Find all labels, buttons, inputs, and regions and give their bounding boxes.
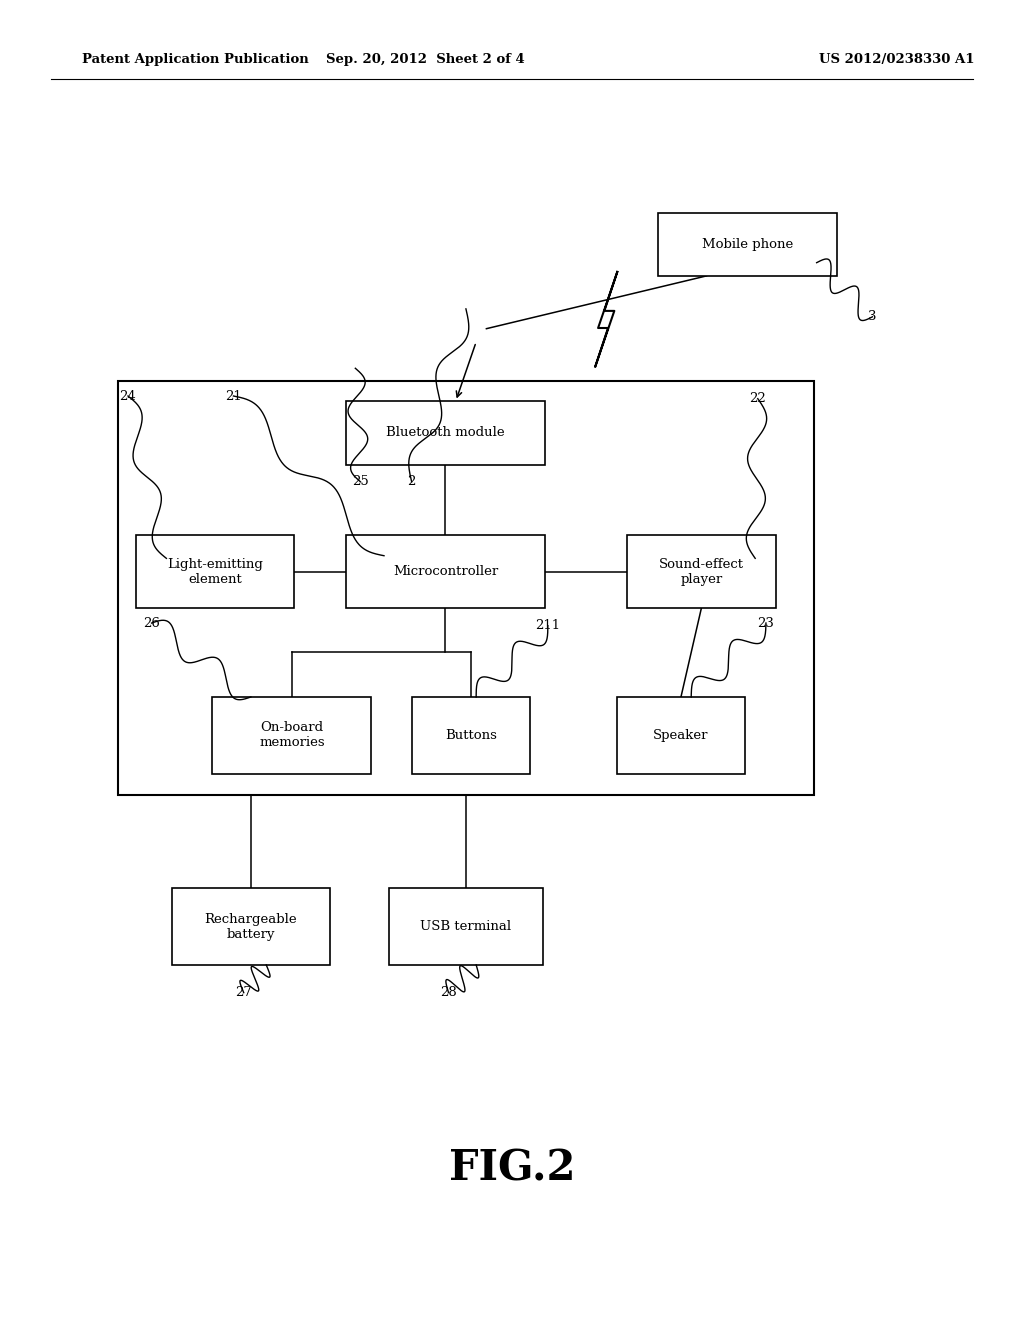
Text: 3: 3 [868, 310, 877, 323]
Text: 23: 23 [758, 616, 774, 630]
Text: Light-emitting
element: Light-emitting element [167, 557, 263, 586]
FancyBboxPatch shape [346, 536, 545, 607]
FancyBboxPatch shape [412, 697, 530, 774]
Text: USB terminal: USB terminal [421, 920, 511, 933]
Text: Patent Application Publication: Patent Application Publication [82, 53, 308, 66]
Text: Rechargeable
battery: Rechargeable battery [205, 912, 297, 941]
FancyBboxPatch shape [627, 536, 776, 607]
FancyBboxPatch shape [616, 697, 745, 774]
FancyBboxPatch shape [212, 697, 371, 774]
Text: 27: 27 [236, 986, 252, 999]
Text: Sep. 20, 2012  Sheet 2 of 4: Sep. 20, 2012 Sheet 2 of 4 [326, 53, 524, 66]
FancyBboxPatch shape [657, 213, 837, 276]
Text: 26: 26 [143, 616, 160, 630]
Text: 24: 24 [120, 389, 136, 403]
FancyBboxPatch shape [346, 401, 545, 465]
Text: Bluetooth module: Bluetooth module [386, 426, 505, 440]
Text: 21: 21 [225, 389, 242, 403]
FancyBboxPatch shape [171, 888, 330, 965]
Text: 28: 28 [440, 986, 457, 999]
Text: Sound-effect
player: Sound-effect player [658, 557, 744, 586]
Text: FIG.2: FIG.2 [449, 1147, 575, 1189]
Text: 22: 22 [750, 392, 766, 405]
Text: 25: 25 [352, 475, 369, 488]
Text: Speaker: Speaker [653, 729, 709, 742]
FancyBboxPatch shape [135, 536, 295, 607]
FancyBboxPatch shape [118, 381, 814, 795]
Text: 211: 211 [536, 619, 560, 632]
Text: Buttons: Buttons [445, 729, 497, 742]
Text: 2: 2 [408, 475, 416, 488]
Text: US 2012/0238330 A1: US 2012/0238330 A1 [819, 53, 975, 66]
FancyBboxPatch shape [389, 888, 543, 965]
Text: Mobile phone: Mobile phone [701, 238, 794, 251]
Text: On-board
memories: On-board memories [259, 721, 325, 750]
Text: Microcontroller: Microcontroller [393, 565, 498, 578]
